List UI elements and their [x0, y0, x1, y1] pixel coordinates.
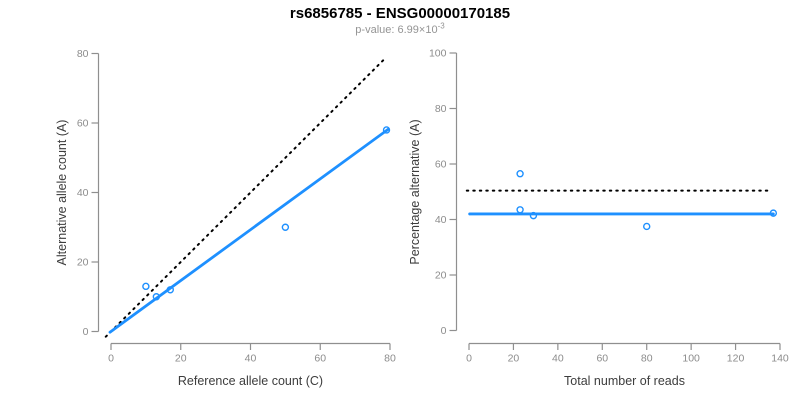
- y-tick-label: 0: [441, 325, 447, 337]
- x-axis-title: Total number of reads: [564, 374, 685, 388]
- x-tick-label: 20: [508, 353, 520, 365]
- y-tick-label: 40: [435, 214, 447, 226]
- data-point: [281, 223, 290, 231]
- x-tick-label: 80: [641, 353, 653, 365]
- y-tick-label: 20: [77, 257, 89, 269]
- y-axis-title: Alternative allele count (A): [55, 120, 69, 266]
- x-tick-label: 60: [314, 353, 326, 365]
- percentage-alternative-plot: 0 20 40 60 80 100 120 140 0 20 40 60 80 100 Total numb…: [408, 48, 789, 389]
- data-point: [166, 286, 174, 294]
- data-point: [382, 126, 391, 134]
- y-axis: 0 20 40 60 80: [77, 48, 100, 338]
- x-axis-title: Reference allele count (C): [178, 374, 323, 388]
- y-tick-label: 100: [429, 48, 447, 60]
- data-point: [643, 222, 651, 231]
- y-tick-label: 80: [77, 48, 89, 60]
- data-points: [142, 126, 391, 301]
- y-tick-label: 60: [435, 159, 447, 171]
- x-axis: 0 20 40 60 80 100 120 140: [466, 342, 789, 365]
- y-tick-label: 0: [83, 326, 89, 338]
- x-tick-label: 140: [771, 353, 789, 365]
- data-point: [529, 211, 538, 220]
- x-tick-label: 100: [682, 353, 700, 365]
- x-tick-label: 80: [384, 353, 396, 365]
- data-points: [516, 170, 778, 231]
- allele-counts-plot: 0 20 40 60 80 0 20 40 60 80 Reference allele count…: [55, 48, 396, 388]
- data-point: [516, 206, 524, 214]
- figure-title: rs6856785 - ENSG00000170185: [289, 5, 511, 22]
- y-tick-label: 20: [435, 270, 447, 282]
- data-point: [516, 170, 524, 178]
- x-tick-label: 20: [175, 353, 187, 365]
- y-axis: 0 20 40 60 80 100: [429, 48, 458, 337]
- p-value-exponent: -3: [437, 21, 445, 31]
- x-tick-label: 60: [596, 353, 608, 365]
- x-tick-label: 120: [727, 353, 745, 365]
- fit-line: [108, 127, 390, 334]
- x-tick-label: 40: [245, 353, 257, 365]
- p-value-text: p-value: 6.99×10: [355, 24, 438, 36]
- x-axis: 0 20 40 60 80: [108, 342, 396, 365]
- identity-line: [104, 55, 388, 338]
- y-axis-title: Percentage alternative (A): [408, 119, 422, 264]
- y-tick-label: 40: [77, 187, 89, 199]
- data-point: [152, 293, 161, 301]
- x-tick-label: 0: [108, 353, 114, 365]
- y-tick-label: 60: [77, 118, 89, 130]
- data-point: [142, 282, 150, 291]
- figure-subtitle: p-value: 6.99×10-3: [0, 21, 800, 36]
- data-point: [769, 209, 778, 217]
- y-tick-label: 80: [435, 103, 447, 115]
- x-tick-label: 40: [552, 353, 564, 365]
- x-tick-label: 0: [466, 353, 472, 365]
